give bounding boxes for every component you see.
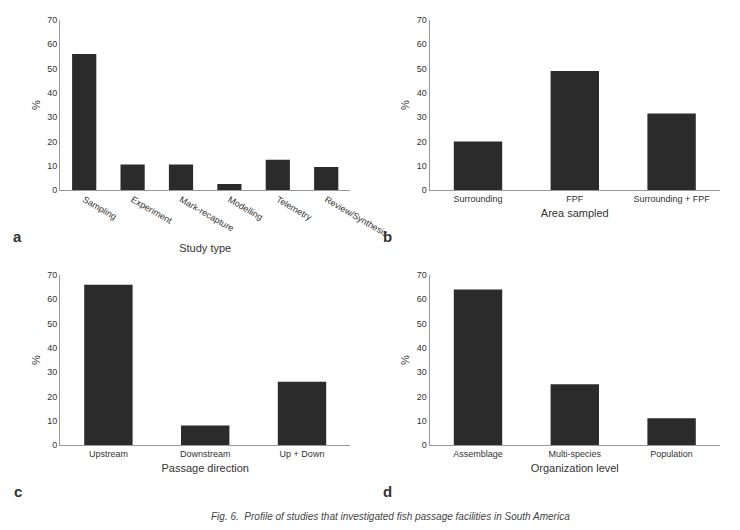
svg-text:30: 30	[47, 367, 57, 377]
svg-text:40: 40	[47, 343, 57, 353]
svg-text:0: 0	[52, 185, 57, 195]
svg-text:50: 50	[47, 64, 57, 74]
svg-text:Organization level: Organization level	[531, 462, 619, 474]
svg-text:b: b	[383, 228, 392, 245]
svg-text:0: 0	[52, 440, 57, 450]
svg-text:40: 40	[417, 343, 427, 353]
svg-text:70: 70	[47, 270, 57, 280]
svg-text:50: 50	[417, 319, 427, 329]
svg-text:Population: Population	[650, 449, 693, 459]
svg-text:Surrounding + FPF: Surrounding + FPF	[633, 194, 710, 204]
svg-text:20: 20	[417, 392, 427, 402]
svg-text:40: 40	[417, 88, 427, 98]
svg-text:0: 0	[422, 440, 427, 450]
svg-text:0: 0	[422, 185, 427, 195]
svg-text:c: c	[14, 483, 22, 500]
svg-text:%: %	[30, 100, 42, 110]
svg-text:20: 20	[47, 392, 57, 402]
svg-text:Surrounding: Surrounding	[453, 194, 502, 204]
svg-text:Sampling: Sampling	[81, 194, 119, 221]
svg-text:%: %	[30, 355, 42, 365]
svg-text:50: 50	[417, 64, 427, 74]
svg-text:Upstream: Upstream	[89, 449, 128, 459]
svg-text:50: 50	[47, 319, 57, 329]
svg-text:70: 70	[47, 15, 57, 25]
svg-text:Area sampled: Area sampled	[541, 207, 609, 219]
svg-text:40: 40	[47, 88, 57, 98]
svg-text:10: 10	[417, 161, 427, 171]
svg-text:70: 70	[417, 15, 427, 25]
svg-text:20: 20	[47, 137, 57, 147]
svg-text:Modelling: Modelling	[226, 194, 264, 222]
svg-text:60: 60	[417, 294, 427, 304]
svg-text:Downstream: Downstream	[180, 449, 231, 459]
svg-text:a: a	[13, 228, 22, 245]
svg-text:60: 60	[47, 294, 57, 304]
svg-text:Review/Synthesis: Review/Synthesis	[323, 194, 390, 238]
svg-text:10: 10	[417, 416, 427, 426]
svg-text:Multi-species: Multi-species	[549, 449, 602, 459]
svg-text:Telemetry: Telemetry	[275, 194, 314, 222]
svg-text:Study type: Study type	[179, 242, 231, 254]
svg-text:Fig. 6. Profile of studies th: Fig. 6. Profile of studies that investig…	[211, 511, 570, 522]
svg-text:10: 10	[47, 416, 57, 426]
svg-text:Passage direction: Passage direction	[161, 462, 248, 474]
svg-text:d: d	[383, 483, 392, 500]
svg-text:30: 30	[417, 112, 427, 122]
svg-text:60: 60	[47, 39, 57, 49]
svg-text:%: %	[399, 100, 411, 110]
svg-text:60: 60	[417, 39, 427, 49]
svg-text:70: 70	[417, 270, 427, 280]
svg-text:10: 10	[47, 161, 57, 171]
svg-text:%: %	[399, 355, 411, 365]
svg-text:Mark-recapture: Mark-recapture	[178, 194, 236, 233]
svg-text:30: 30	[47, 112, 57, 122]
svg-text:Assemblage: Assemblage	[453, 449, 503, 459]
svg-text:30: 30	[417, 367, 427, 377]
svg-text:Experiment: Experiment	[129, 194, 174, 226]
svg-text:Up + Down: Up + Down	[280, 449, 325, 459]
svg-text:FPF: FPF	[566, 194, 584, 204]
svg-text:20: 20	[417, 137, 427, 147]
